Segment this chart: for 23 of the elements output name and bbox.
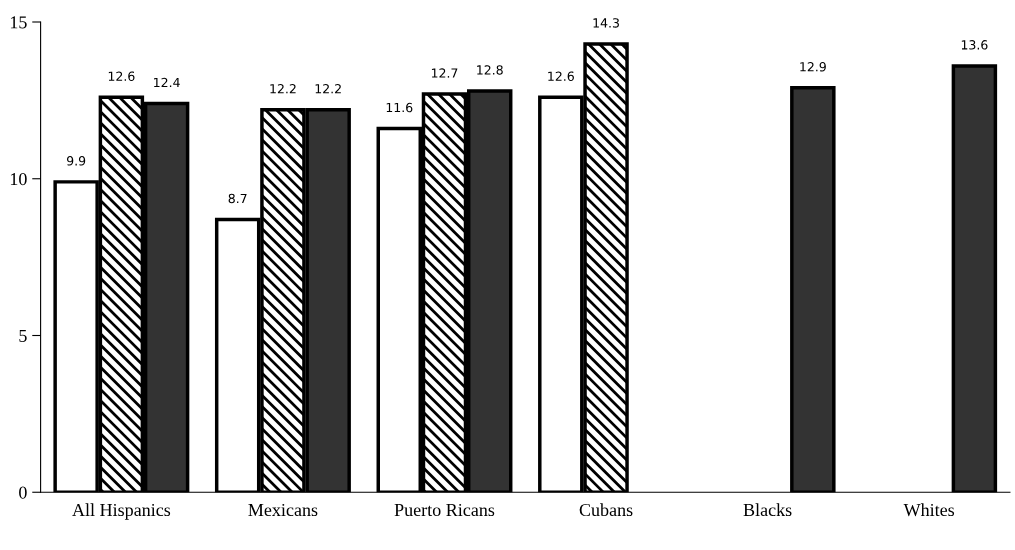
data-label: 9.9 <box>66 156 86 166</box>
data-label: 12.2 <box>315 84 341 94</box>
y-tick-label: 0 <box>19 486 27 499</box>
x-tick-label: Whites <box>903 503 955 517</box>
x-tick-label: Cubans <box>579 503 633 517</box>
y-tick-label: 5 <box>19 329 27 342</box>
data-label: 13.6 <box>961 40 988 50</box>
y-tick-label: 15 <box>10 16 27 29</box>
data-label: 14.3 <box>593 18 619 28</box>
x-tick-label: All Hispanics <box>72 503 171 520</box>
data-label: 12.6 <box>108 71 135 81</box>
data-label: 12.8 <box>477 65 503 75</box>
x-tick-label: Puerto Ricans <box>394 503 495 517</box>
y-tick-label: 10 <box>10 173 27 186</box>
data-label: 12.7 <box>431 68 458 78</box>
x-tick-label: Mexicans <box>248 503 318 517</box>
data-label: 12.2 <box>270 84 296 94</box>
data-label: 12.9 <box>800 62 826 72</box>
x-tick-label: Blacks <box>743 503 792 517</box>
data-label: 12.6 <box>548 71 574 81</box>
data-label: 8.7 <box>228 193 247 204</box>
data-label: 11.6 <box>386 102 413 113</box>
data-label: 12.4 <box>154 77 180 88</box>
